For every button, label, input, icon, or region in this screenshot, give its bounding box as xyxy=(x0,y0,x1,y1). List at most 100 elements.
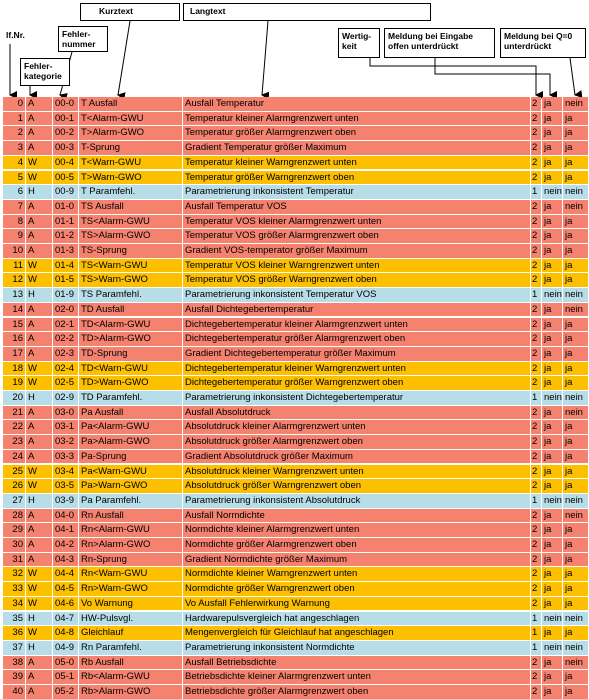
long-text: Ausfall Betriebsdichte xyxy=(183,655,530,670)
priority: 2 xyxy=(531,582,541,596)
category: A xyxy=(26,552,52,567)
row-number: 31 xyxy=(3,552,25,567)
short-text: Rn Ausfall xyxy=(79,508,182,523)
suppress-q0: ja xyxy=(563,464,588,479)
header-langtext: Langtext xyxy=(183,3,431,21)
short-text: Rn<Warn-GWU xyxy=(79,567,182,582)
priority: 1 xyxy=(531,185,541,199)
short-text: T>Alarm-GWO xyxy=(79,126,182,141)
long-text: Mengenvergleich für Gleichlauf hat anges… xyxy=(183,626,530,640)
error-number: 03-9 xyxy=(53,493,78,508)
short-text: Pa>Alarm-GWO xyxy=(79,435,182,449)
category: A xyxy=(26,214,52,229)
short-text: TS-Sprung xyxy=(79,244,182,258)
long-text: Normdichte größer Warngrenzwert oben xyxy=(183,582,530,596)
suppress-q0: ja xyxy=(563,479,588,493)
priority: 2 xyxy=(531,464,541,479)
row-number: 2 xyxy=(3,126,25,141)
suppress-q0: ja xyxy=(563,111,588,126)
suppress-input: ja xyxy=(542,567,562,582)
suppress-q0: ja xyxy=(563,538,588,552)
category: H xyxy=(26,640,52,655)
long-text: Gradient Absolutdruck größer Maximum xyxy=(183,449,530,464)
priority: 2 xyxy=(531,97,541,111)
error-number: 04-0 xyxy=(53,508,78,523)
suppress-input: ja xyxy=(542,552,562,567)
short-text: Pa>Warn-GWO xyxy=(79,479,182,493)
priority: 2 xyxy=(531,244,541,258)
suppress-q0: ja xyxy=(563,244,588,258)
error-number: 04-1 xyxy=(53,523,78,537)
priority: 2 xyxy=(531,199,541,214)
short-text: Gleichlauf xyxy=(79,626,182,640)
category: A xyxy=(26,141,52,155)
suppress-input: ja xyxy=(542,508,562,523)
suppress-input: ja xyxy=(542,302,562,317)
suppress-input: ja xyxy=(542,170,562,185)
suppress-q0: ja xyxy=(563,332,588,346)
error-number: 01-0 xyxy=(53,199,78,214)
short-text: T-Sprung xyxy=(79,141,182,155)
suppress-q0: nein xyxy=(563,640,588,655)
header-lfnr: lf.Nr. xyxy=(6,30,25,40)
suppress-input: ja xyxy=(542,464,562,479)
error-number: 05-1 xyxy=(53,670,78,684)
category: H xyxy=(26,611,52,626)
row-number: 9 xyxy=(3,229,25,243)
row-number: 16 xyxy=(3,332,25,346)
error-number: 00-9 xyxy=(53,185,78,199)
short-text: Rn>Warn-GWO xyxy=(79,582,182,596)
long-text: Ausfall Normdichte xyxy=(183,508,530,523)
category: A xyxy=(26,126,52,141)
long-text: Gradient VOS-temperator größer Maximum xyxy=(183,244,530,258)
short-text: Pa<Alarm-GWU xyxy=(79,420,182,435)
short-text: TD<Warn-GWU xyxy=(79,361,182,376)
priority: 2 xyxy=(531,685,541,699)
suppress-input: ja xyxy=(542,244,562,258)
row-number: 35 xyxy=(3,611,25,626)
priority: 2 xyxy=(531,317,541,332)
short-text: Rb>Alarm-GWO xyxy=(79,685,182,699)
priority: 2 xyxy=(531,170,541,185)
priority: 2 xyxy=(531,670,541,684)
row-number: 12 xyxy=(3,273,25,288)
suppress-q0: ja xyxy=(563,435,588,449)
arrow xyxy=(261,20,270,100)
suppress-q0: ja xyxy=(563,626,588,640)
long-text: Temperatur VOS kleiner Alarmgrenzwert un… xyxy=(183,214,530,229)
priority: 2 xyxy=(531,361,541,376)
category: W xyxy=(26,155,52,170)
long-text: Dichtegebertemperatur größer Warngrenzwe… xyxy=(183,376,530,390)
suppress-input: nein xyxy=(542,391,562,405)
category: A xyxy=(26,685,52,699)
arrow xyxy=(117,20,131,101)
error-number: 00-2 xyxy=(53,126,78,141)
error-number: 02-4 xyxy=(53,361,78,376)
error-number: 02-3 xyxy=(53,346,78,361)
long-text: Gradient Temperatur größer Maximum xyxy=(183,141,530,155)
short-text: TS<Alarm-GWU xyxy=(79,214,182,229)
row-number: 24 xyxy=(3,449,25,464)
error-number: 03-1 xyxy=(53,420,78,435)
suppress-input: ja xyxy=(542,155,562,170)
suppress-input: ja xyxy=(542,229,562,243)
short-text: T Paramfehl. xyxy=(79,185,182,199)
error-number: 02-5 xyxy=(53,376,78,390)
header-kurztext: Kurztext xyxy=(80,3,180,21)
row-number: 39 xyxy=(3,670,25,684)
error-number: 04-8 xyxy=(53,626,78,640)
suppress-input: ja xyxy=(542,273,562,288)
row-number: 1 xyxy=(3,111,25,126)
priority: 2 xyxy=(531,141,541,155)
row-number: 32 xyxy=(3,567,25,582)
header-eingabe: Meldung bei Eingabe offen unterdrückt xyxy=(384,28,495,58)
short-text: Rn Paramfehl. xyxy=(79,640,182,655)
short-text: Rn>Alarm-GWO xyxy=(79,538,182,552)
suppress-q0: ja xyxy=(563,170,588,185)
long-text: Normdichte kleiner Alarmgrenzwert unten xyxy=(183,523,530,537)
suppress-q0: ja xyxy=(563,141,588,155)
suppress-input: ja xyxy=(542,214,562,229)
row-number: 30 xyxy=(3,538,25,552)
long-text: Absolutdruck größer Alarmgrenzwert oben xyxy=(183,435,530,449)
